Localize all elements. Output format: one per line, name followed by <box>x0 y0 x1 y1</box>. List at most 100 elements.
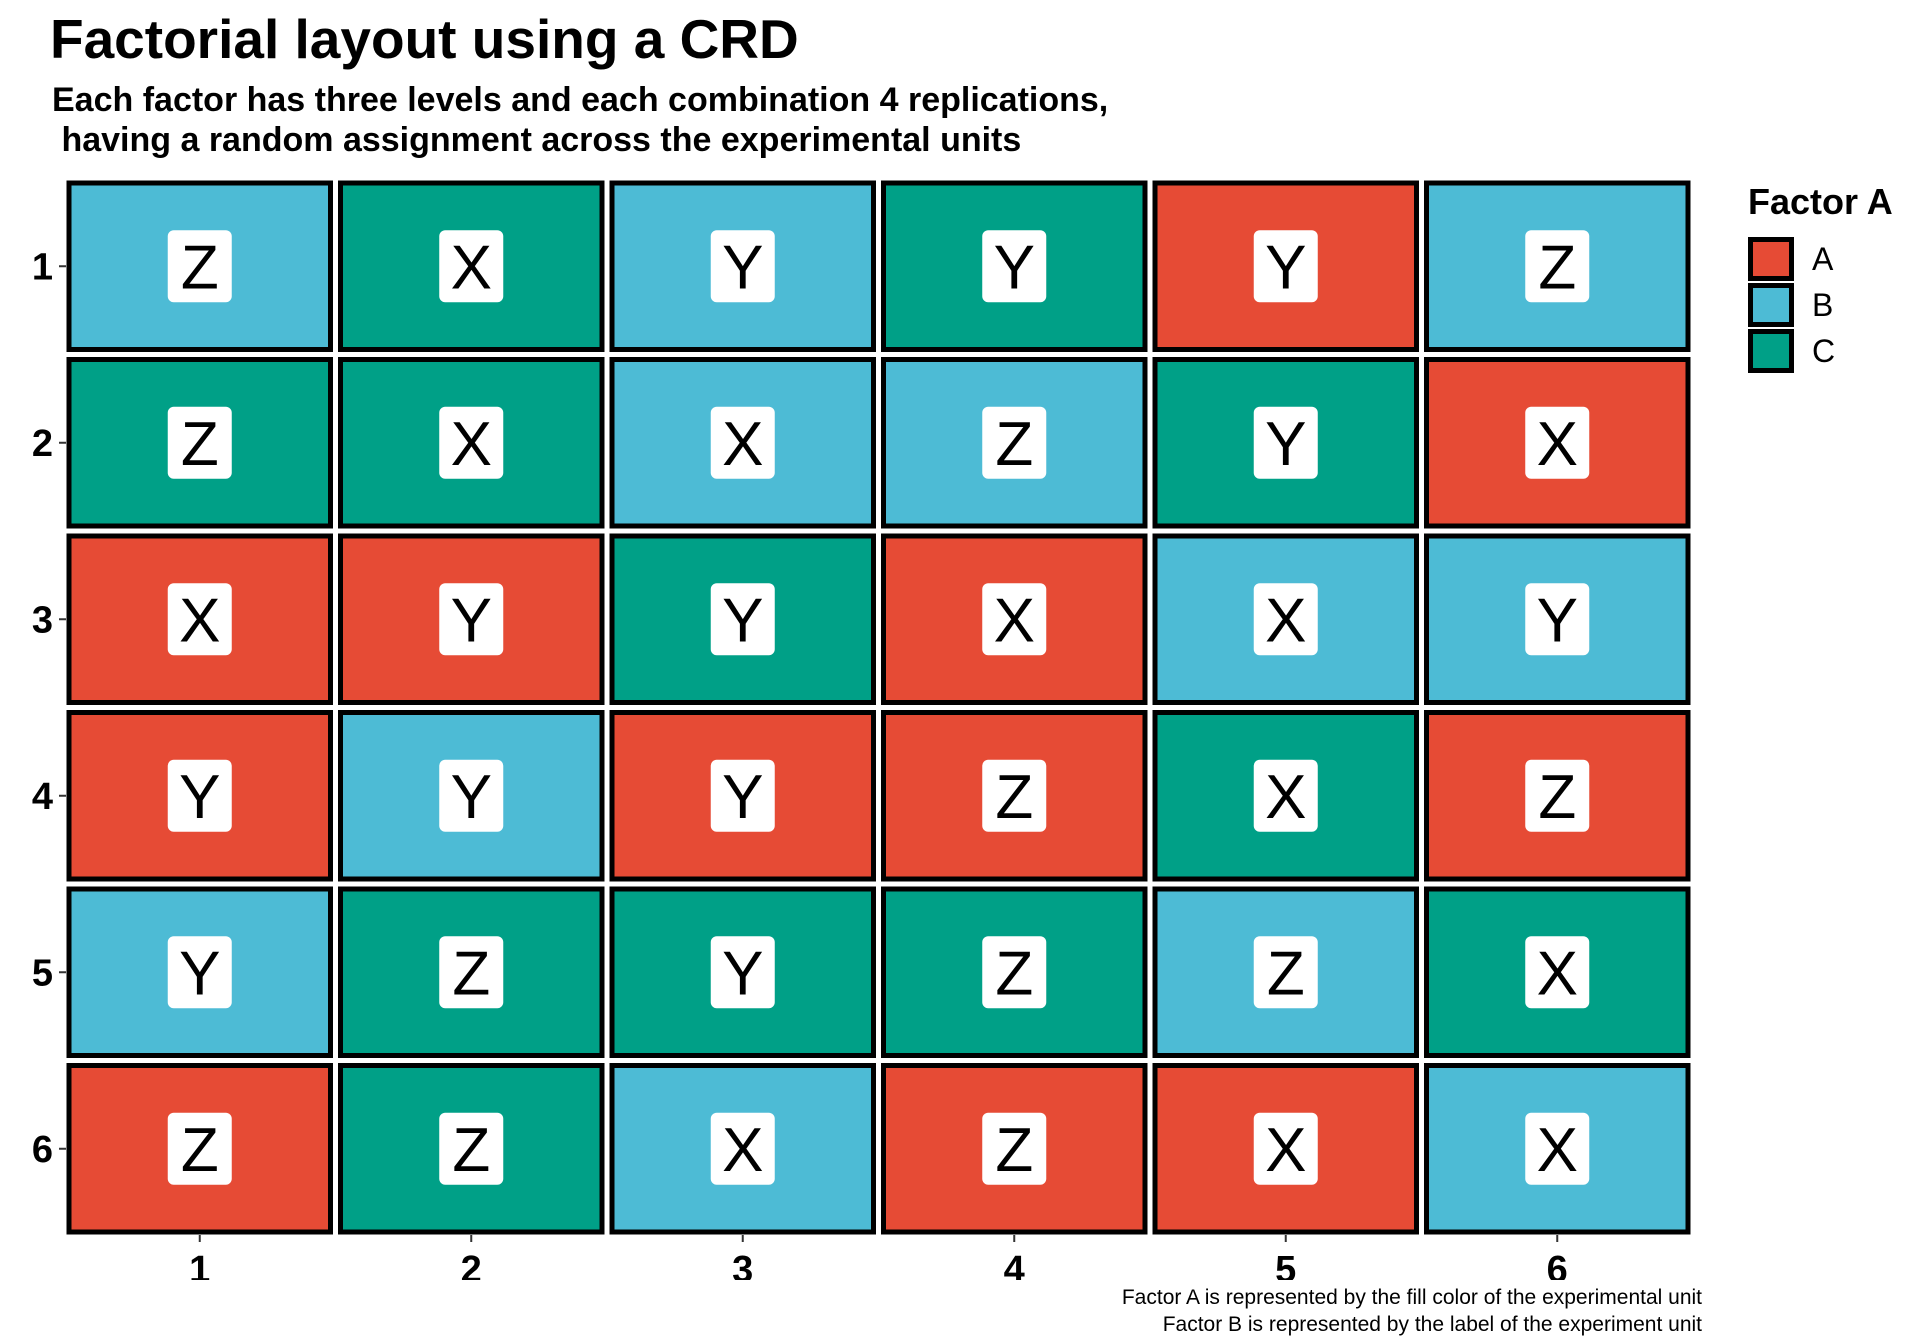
chart-title: Factorial layout using a CRD <box>50 8 799 70</box>
caption-line-1: Factor A is represented by the fill colo… <box>1121 1286 1702 1309</box>
cell-label-r3-c6: Y <box>1537 586 1578 655</box>
y-tick-label-3: 3 <box>32 599 53 641</box>
y-tick-label-6: 6 <box>32 1129 53 1171</box>
chart-subtitle: Each factor has three levels and each co… <box>52 81 1109 159</box>
legend-label-a: A <box>1812 240 1834 277</box>
legend-title: Factor A <box>1748 181 1893 222</box>
cell-label-box-r3-c4 <box>982 583 1047 656</box>
cell-label-r4-c4: Z <box>995 763 1033 832</box>
legend-item-a: A <box>1748 236 1893 282</box>
cell-label-box-r4-c6 <box>1525 759 1590 832</box>
x-tick-label-2: 2 <box>461 1249 482 1280</box>
legend: Factor A A B C <box>1748 180 1893 374</box>
cell-label-r5-c4: Z <box>995 939 1033 1008</box>
cell-label-r5-c1: Y <box>179 939 220 1008</box>
cell-label-r1-c1: Z <box>181 233 219 302</box>
axes: 1 2 3 4 5 6 1 2 3 4 5 6 <box>32 246 1568 1280</box>
cell-label-r2-c6: X <box>1537 410 1578 479</box>
cell-label-box-r4-c1 <box>167 759 232 832</box>
cell-label-r4-c5: X <box>1265 763 1306 832</box>
legend-key-b <box>1748 283 1794 327</box>
legend-key-a <box>1748 237 1794 281</box>
x-tick-label-1: 1 <box>189 1249 210 1280</box>
cell-label-box-r3-c2 <box>439 583 504 656</box>
cell-label-r2-c5: Y <box>1265 410 1306 479</box>
cell-label-r1-c3: Y <box>722 233 763 302</box>
cell-label-r1-c6: Z <box>1538 233 1576 302</box>
y-tick-label-2: 2 <box>32 423 53 465</box>
y-tick-label-4: 4 <box>32 776 53 818</box>
cell-label-r5-c5: Z <box>1267 939 1305 1008</box>
cell-label-r5-c3: Y <box>722 939 763 1008</box>
cell-label-box-r2-c3 <box>710 406 775 479</box>
cell-label-box-r2-c5 <box>1253 406 1318 479</box>
cell-label-r6-c4: Z <box>995 1116 1033 1185</box>
cell-label-box-r1-c1 <box>167 230 232 303</box>
legend-label-b: B <box>1812 286 1834 323</box>
cell-label-r1-c2: X <box>451 233 492 302</box>
cell-label-box-r6-c6 <box>1525 1112 1590 1185</box>
legend-item-b: B <box>1748 282 1893 328</box>
cell-label-r2-c3: X <box>722 410 763 479</box>
cell-r3-c3 <box>609 533 876 705</box>
cell-label-r6-c3: X <box>722 1116 763 1185</box>
cell-label-box-r4-c2 <box>439 759 504 832</box>
cell-label-r2-c4: Z <box>995 410 1033 479</box>
cell-label-r4-c6: Z <box>1538 763 1576 832</box>
cell-label-r4-c1: Y <box>179 763 220 832</box>
cell-label-box-r3-c6 <box>1525 583 1590 656</box>
y-tick-label-1: 1 <box>32 246 53 288</box>
cell-label-box-r1-c2 <box>439 230 504 303</box>
legend-item-c: C <box>1748 328 1893 374</box>
cell-label-box-r3-c5 <box>1253 583 1318 656</box>
cell-label-box-r6-c5 <box>1253 1112 1318 1185</box>
cell-label-r1-c4: Y <box>994 233 1035 302</box>
cell-r5-c3 <box>609 886 876 1058</box>
cell-label-box-r4-c5 <box>1253 759 1318 832</box>
cell-label-r1-c5: Y <box>1265 233 1306 302</box>
cell-label-box-r2-c2 <box>439 406 504 479</box>
cell-label-box-r3-c3 <box>710 583 775 656</box>
x-tick-label-6: 6 <box>1547 1249 1568 1280</box>
cell-label-box-r5-c1 <box>167 936 232 1009</box>
cell-label-r4-c3: Y <box>722 763 763 832</box>
x-tick-label-3: 3 <box>732 1249 753 1280</box>
cell-label-box-r1-c3 <box>710 230 775 303</box>
cell-label-box-r5-c5 <box>1253 936 1318 1009</box>
plot-cells: Z X Y Y Y Z Z X X Z Y X X Y Y X X Y Y Y Y Z X Z Y Z Y Z Z X Z Z X Z X X <box>66 180 1691 1235</box>
cell-label-box-r2-c4 <box>982 406 1047 479</box>
cell-label-box-r5-c2 <box>439 936 504 1009</box>
cell-label-r5-c2: Z <box>452 939 490 1008</box>
cell-label-r6-c2: Z <box>452 1116 490 1185</box>
cell-label-r6-c1: Z <box>181 1116 219 1185</box>
cell-label-box-r6-c2 <box>439 1112 504 1185</box>
x-tick-label-4: 4 <box>1004 1249 1025 1280</box>
cell-label-r6-c6: X <box>1537 1116 1578 1185</box>
cell-label-r5-c6: X <box>1537 939 1578 1008</box>
cell-label-box-r6-c4 <box>982 1112 1047 1185</box>
x-tick-label-5: 5 <box>1275 1249 1296 1280</box>
cell-label-r3-c2: Y <box>451 586 492 655</box>
y-tick-label-5: 5 <box>32 952 53 994</box>
caption-line-2: Factor B is represented by the label of … <box>1162 1313 1702 1336</box>
legend-label-c: C <box>1812 332 1836 369</box>
cell-label-box-r1-c5 <box>1253 230 1318 303</box>
cell-label-box-r4-c3 <box>710 759 775 832</box>
cell-label-box-r2-c6 <box>1525 406 1590 479</box>
cell-label-box-r1-c6 <box>1525 230 1590 303</box>
cell-label-box-r6-c1 <box>167 1112 232 1185</box>
cell-label-r6-c5: X <box>1265 1116 1306 1185</box>
cell-label-box-r1-c4 <box>982 230 1047 303</box>
factorial-layout-chart: Z X Y Y Y Z Z X X Z Y X X Y Y X X Y Y Y Y Z X Z Y Z Y Z Z X Z Z X Z X X 1 2 3… <box>32 180 1691 1280</box>
cell-label-box-r4-c4 <box>982 759 1047 832</box>
legend-key-c <box>1748 329 1794 373</box>
caption: Factor A is represented by the fill colo… <box>1122 1284 1702 1338</box>
cell-label-box-r5-c3 <box>710 936 775 1009</box>
cell-label-box-r2-c1 <box>167 406 232 479</box>
cell-label-r3-c5: X <box>1265 586 1306 655</box>
cell-r3-c5 <box>1152 533 1419 705</box>
cell-label-r4-c2: Y <box>451 763 492 832</box>
cell-label-r3-c4: X <box>994 586 1035 655</box>
cell-label-box-r6-c3 <box>710 1112 775 1185</box>
cell-label-r3-c3: Y <box>722 586 763 655</box>
